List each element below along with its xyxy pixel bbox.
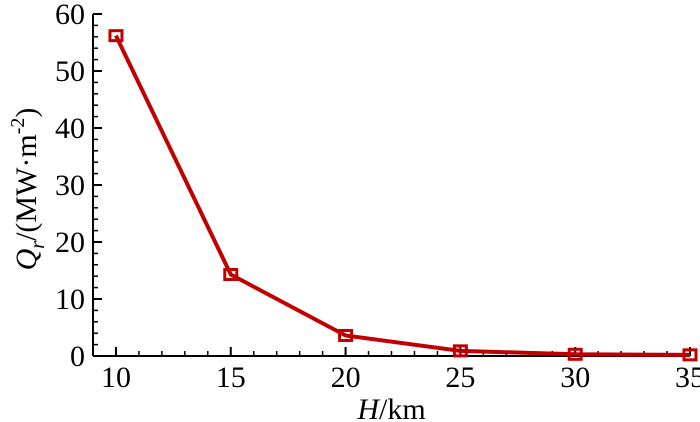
y-tick-label: 0 (70, 340, 85, 373)
y-tick-label: 40 (55, 112, 85, 145)
x-tick-label: 35 (675, 361, 700, 394)
y-tick-label: 60 (55, 0, 85, 31)
x-axis-title-unit: /km (379, 393, 426, 422)
x-axis-title: H/km (356, 393, 425, 422)
plot-frame (92, 14, 690, 357)
x-tick-label: 10 (101, 361, 131, 394)
x-tick-label: 15 (216, 361, 246, 394)
x-tick-label: 30 (560, 361, 590, 394)
y-axis-ticks: 0 10 20 30 40 50 60 (55, 0, 102, 373)
y-axis-title-subscript: r (27, 241, 49, 249)
y-tick-label: 50 (55, 55, 85, 88)
series-line (114, 34, 691, 357)
y-tick-label: 30 (55, 169, 85, 202)
series-layer (108, 29, 698, 362)
y-axis-title: Qr/(MW·m-2) (7, 108, 49, 271)
y-axis-title-superscript: -2 (7, 118, 29, 135)
y-axis-title-close: ) (10, 108, 43, 118)
y-tick-label: 10 (55, 283, 85, 316)
x-tick-label: 20 (331, 361, 361, 394)
y-tick-label: 20 (55, 226, 85, 259)
data-point-marker (223, 267, 239, 281)
y-axis-title-variable: Q (10, 248, 43, 270)
data-point-marker (567, 347, 583, 361)
y-axis-title-unit: /(MW·m (10, 134, 43, 241)
data-point-marker (682, 348, 698, 362)
data-point-marker (452, 344, 468, 358)
x-axis-title-variable: H (356, 393, 381, 422)
data-point-marker (108, 29, 124, 43)
data-point-marker (338, 328, 354, 342)
x-tick-label: 25 (445, 361, 475, 394)
